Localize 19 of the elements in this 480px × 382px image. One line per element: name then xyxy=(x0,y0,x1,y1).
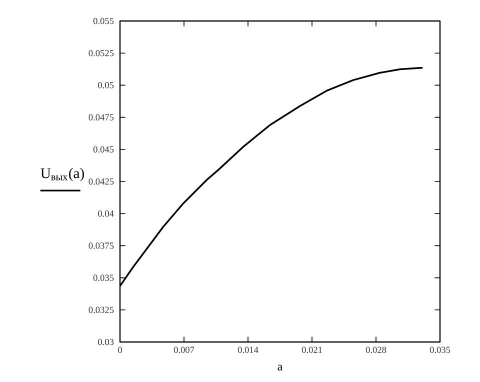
y-tick-label: 0.0525 xyxy=(88,50,114,56)
x-tick-label: 0 xyxy=(118,346,122,353)
x-tick-label: 0.007 xyxy=(174,346,194,353)
y-axis-title: U$_{вых}$(a) xyxy=(40,168,84,182)
x-tick-label: 0.035 xyxy=(430,346,450,353)
x-tick-label: 0.021 xyxy=(302,346,322,353)
y-tick-label: 0.03 xyxy=(98,338,114,346)
y-tick-label: 0.0325 xyxy=(88,306,114,314)
y-tick-label: 0.04 xyxy=(98,210,114,217)
y-tick-label: 0.035 xyxy=(93,274,114,281)
x-axis-title: a xyxy=(278,364,282,371)
y-tick-label: 0.0475 xyxy=(88,114,114,120)
y-tick-label: 0.055 xyxy=(93,18,114,24)
y-tick-label: 0.0425 xyxy=(88,178,114,185)
x-tick-label: 0.014 xyxy=(238,346,258,353)
y-tick-label: 0.05 xyxy=(98,82,114,88)
y-tick-label: 0.0375 xyxy=(88,242,114,249)
y-tick-label: 0.045 xyxy=(93,146,114,153)
x-tick-label: 0.028 xyxy=(366,346,386,353)
